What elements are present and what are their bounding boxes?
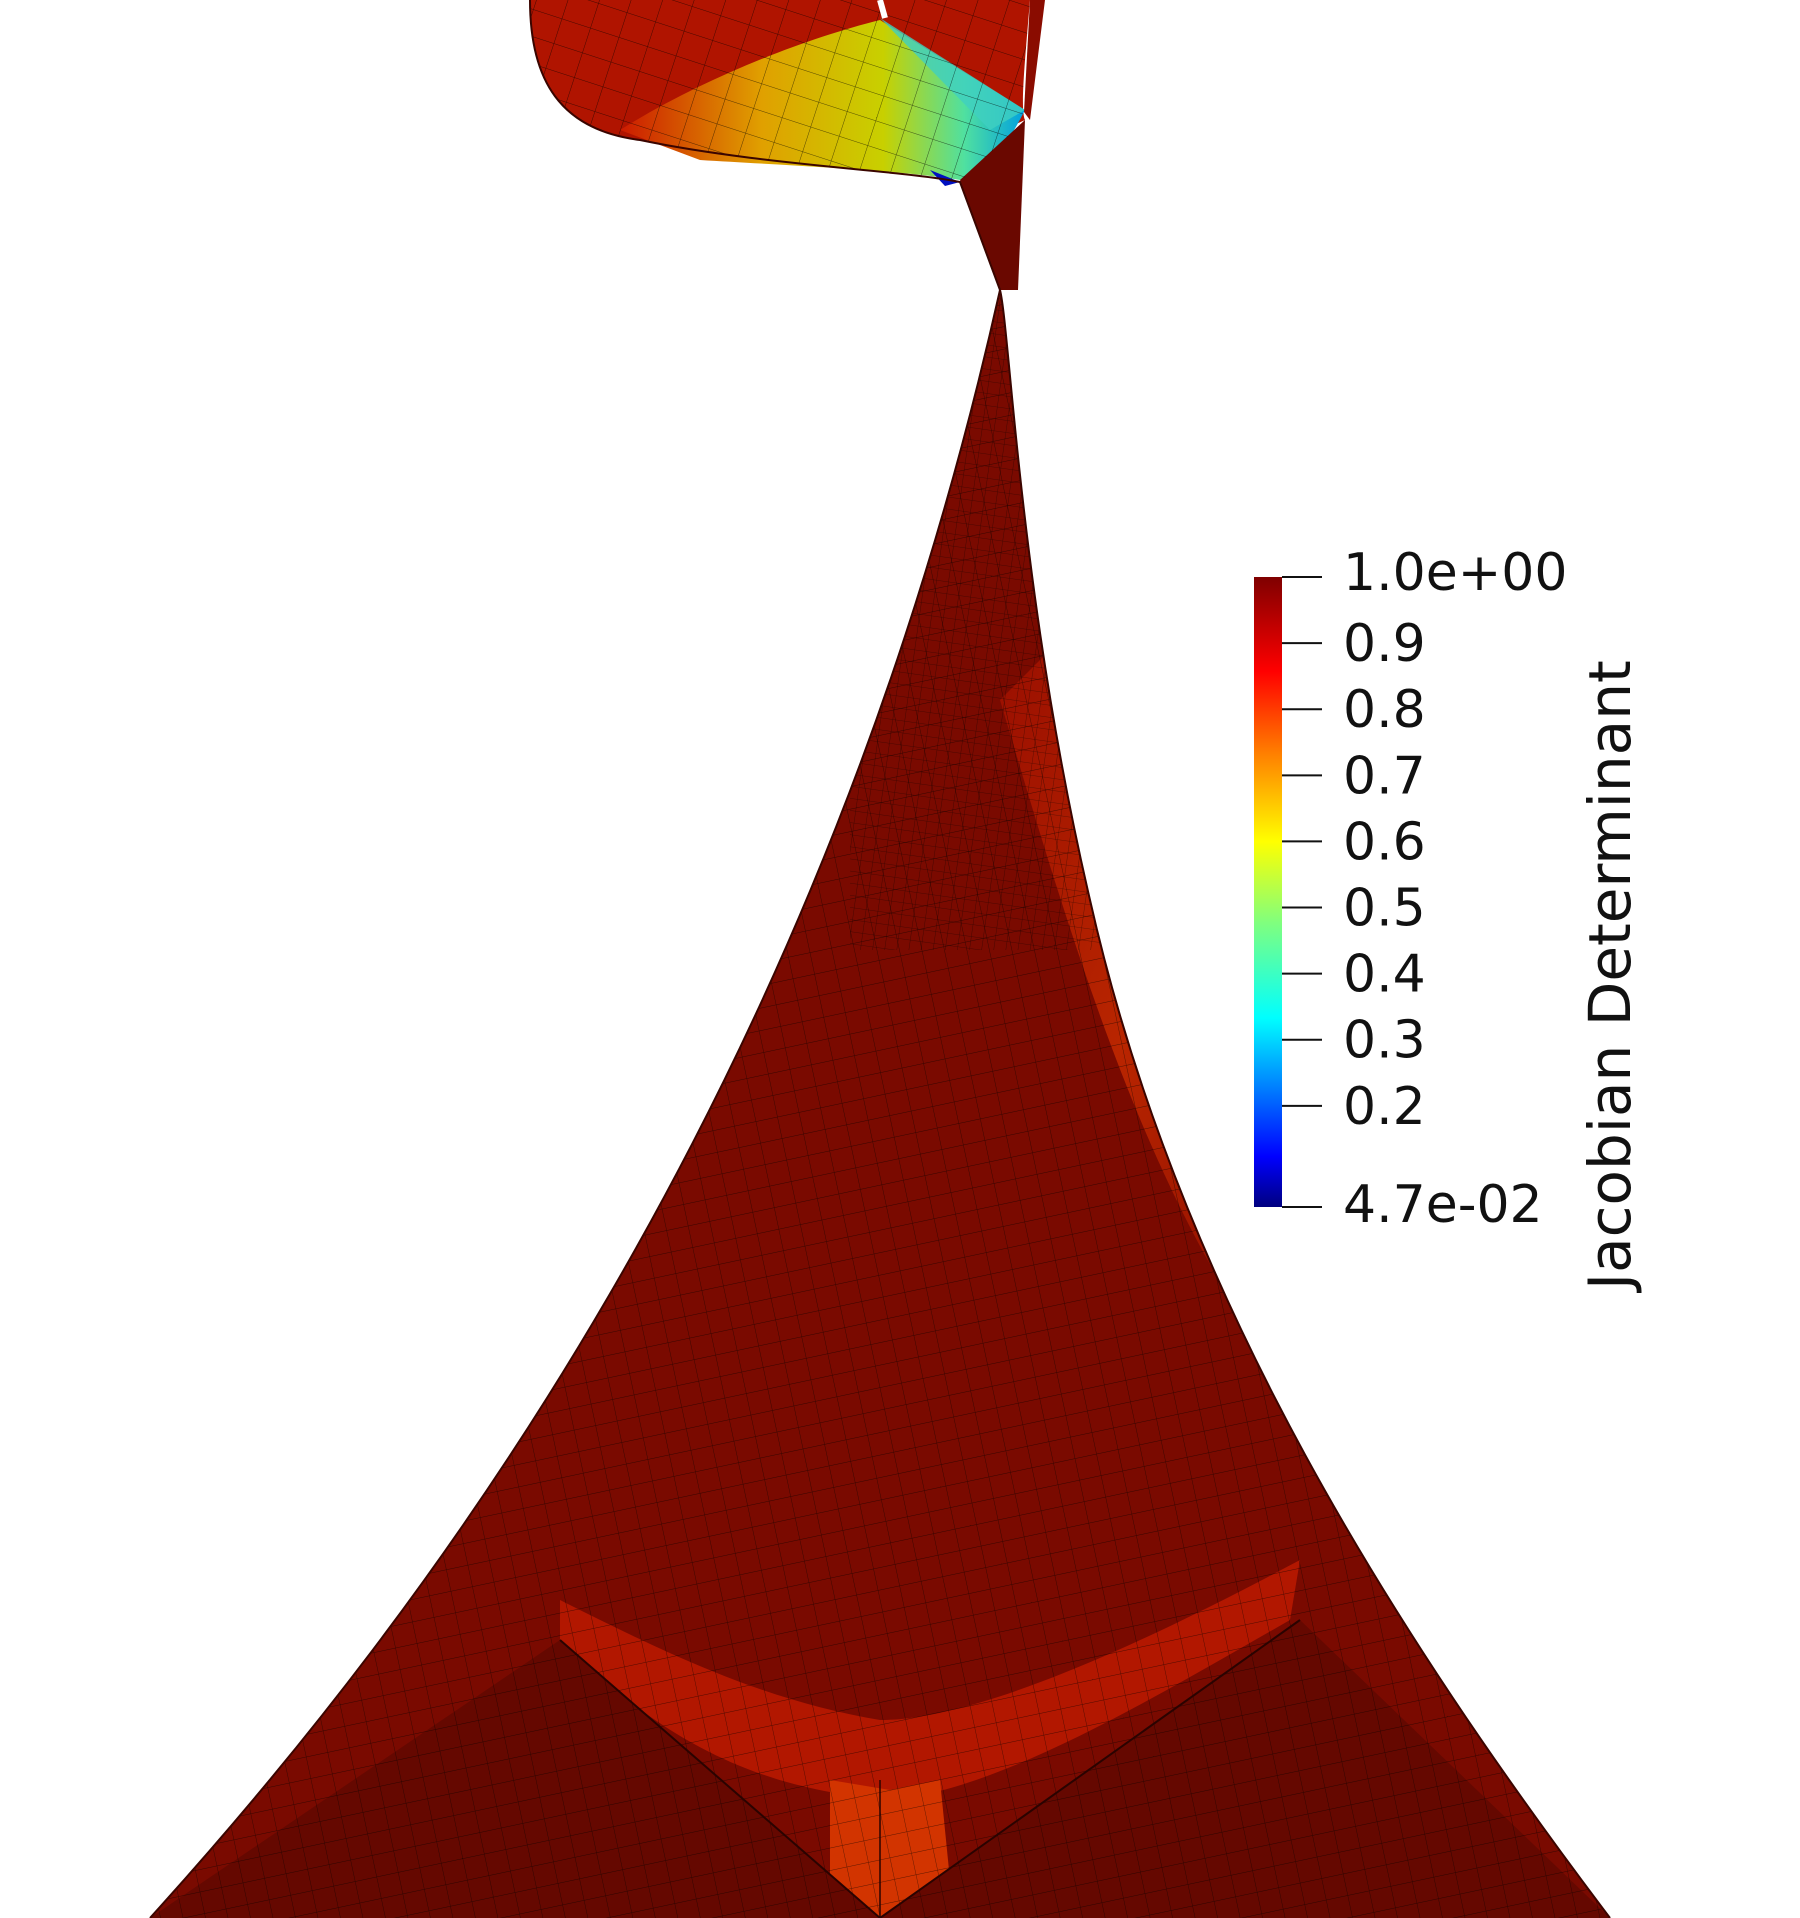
colorbar-tick-label: 0.7 [1343, 746, 1426, 806]
colorbar-tick-label: 0.5 [1343, 879, 1426, 939]
mesh-top [529, 0, 1045, 291]
colorbar-tick-label: 0.9 [1343, 614, 1426, 674]
colorbar-min-label: 4.7e-02 [1343, 1175, 1543, 1235]
colorbar: 0.90.80.70.6 0.50.40.30.2 1.0e+00 4.7e-02… [1254, 543, 1644, 1293]
colorbar-max-label: 1.0e+00 [1343, 543, 1567, 603]
colorbar-title: Jacobian Determinant [1576, 660, 1644, 1293]
colorbar-tick-label: 0.3 [1343, 1011, 1426, 1071]
colorbar-tick-label: 0.8 [1343, 680, 1426, 740]
mesh-body [149, 289, 1611, 1918]
colorbar-tick-label: 0.4 [1343, 945, 1426, 1005]
colorbar-gradient [1254, 577, 1282, 1207]
colorbar-tick-label: 0.2 [1343, 1077, 1426, 1137]
colorbar-tick-label: 0.6 [1343, 812, 1426, 872]
colorbar-ticks: 0.90.80.70.6 0.50.40.30.2 [1282, 576, 1426, 1208]
